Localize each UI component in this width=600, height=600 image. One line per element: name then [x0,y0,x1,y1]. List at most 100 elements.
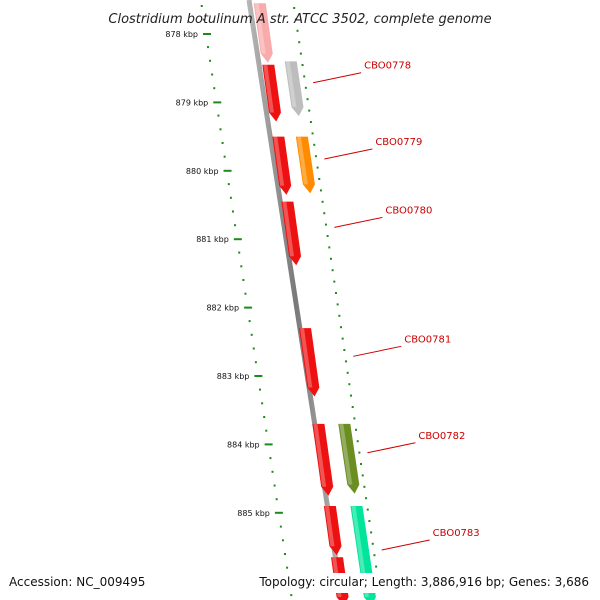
ruler-dot [306,98,309,101]
ruler-dot [263,416,266,418]
ruler-dot [304,86,307,89]
ruler-dot [343,349,346,351]
ruler-dot [284,553,287,555]
ruler-dot [252,347,255,350]
ruler-dot [273,484,276,487]
backbone-layer [246,0,345,600]
gene-arrow[interactable] [323,505,342,556]
topology-text: Topology: circular; Length: 3,886,916 bp… [258,575,589,589]
ruler-dot [223,155,226,158]
label-leader [313,72,362,84]
kbp-label: 883 kbp [217,372,250,381]
ruler-dot [231,210,234,213]
gene-arrow[interactable] [272,136,292,195]
gene-label[interactable]: CBO0778 [364,61,411,72]
ruler-dot [373,554,376,557]
ruler-dot [254,361,257,364]
ruler-dot [290,594,293,597]
ruler-dot [217,114,220,117]
ruler-dot [336,303,339,306]
ruler-dot [238,251,241,254]
ruler-dot [321,200,324,203]
ruler-dot [334,292,337,294]
label-leader [334,216,383,228]
gene-arrow[interactable] [281,201,302,266]
ruler-dot [200,5,203,7]
ruler-dot [348,383,351,386]
gene-label[interactable]: CBO0782 [418,431,465,442]
gene-label[interactable]: CBO0780 [385,205,432,216]
label-layer: CBO0778 CBO0779 CBO0780 CBO0781 CBO0782 CBO07… [313,61,480,551]
ruler-dot [227,183,230,186]
ruler-dot [229,196,232,199]
ruler-dot [375,565,378,568]
ruler-dot [281,539,284,542]
ruler-dot [329,257,332,260]
ruler-dot [341,337,344,340]
ruler-dot [242,279,245,281]
ruler-dot [345,360,348,363]
ruler-dot [261,402,264,405]
ruler-dot [213,87,216,90]
ruler-dot [299,52,302,55]
ruler-dot [240,265,243,268]
ruler-dot [328,246,331,249]
gene-arrow[interactable] [312,423,334,496]
gene-label[interactable]: CBO0779 [375,137,422,148]
ruler-dot [301,64,304,66]
ruler-dot [361,474,364,477]
kbp-label: 885 kbp [237,509,270,518]
ruler-dot [326,235,329,237]
ruler-dot [308,109,311,112]
gene-label[interactable]: CBO0783 [433,528,480,539]
ruler-dot [358,451,361,454]
gene-arrow[interactable] [262,64,281,122]
kbp-label: 884 kbp [227,440,260,449]
ruler-dot [279,525,282,528]
ruler-dot [271,470,274,473]
ruler-dot [353,417,356,420]
ruler-dot [360,463,363,465]
ruler-dot [323,212,326,215]
gene-arrow[interactable] [295,136,315,194]
ruler-dot [286,566,289,569]
ruler-dot [248,320,251,323]
gene-arrow[interactable] [284,61,304,117]
feature-layer [253,3,376,600]
ruler-dot [324,223,327,226]
gene-arrow[interactable] [253,3,273,63]
kbp-label: 879 kbp [176,98,209,107]
ruler-dot [206,46,209,49]
footer-backdrop [258,573,594,593]
ruler-dot [366,508,369,511]
ruler-dot [365,497,368,500]
ruler-dot [346,371,349,374]
ruler-dot [298,41,301,44]
kbp-label: 878 kbp [165,30,198,39]
ruler-dot [319,189,322,192]
ruler-dot [234,224,237,227]
ruler-dot [309,121,312,123]
kbp-label: 882 kbp [206,304,239,313]
kbp-label: 880 kbp [186,167,219,176]
ruler-dot [293,7,296,9]
ruler-dot [296,29,299,32]
ruler-dot [355,428,358,431]
ruler-dot [350,394,353,397]
ruler-dot [219,128,222,131]
ruler-dot [351,406,354,408]
ruler-dot [316,166,319,169]
gene-arrow[interactable] [338,423,360,494]
backbone-line [246,0,345,600]
ruler-dot [259,388,262,391]
ruler-dot [313,143,316,146]
accession-text: Accession: NC_009495 [9,575,145,589]
ruler-dot [363,485,366,488]
ruler-dot [294,18,297,21]
ruler-dot [311,132,314,135]
gene-arrow[interactable] [299,328,320,397]
ruler-dot [371,542,374,545]
ruler-dot [244,292,247,295]
gene-label[interactable]: CBO0781 [404,334,451,345]
